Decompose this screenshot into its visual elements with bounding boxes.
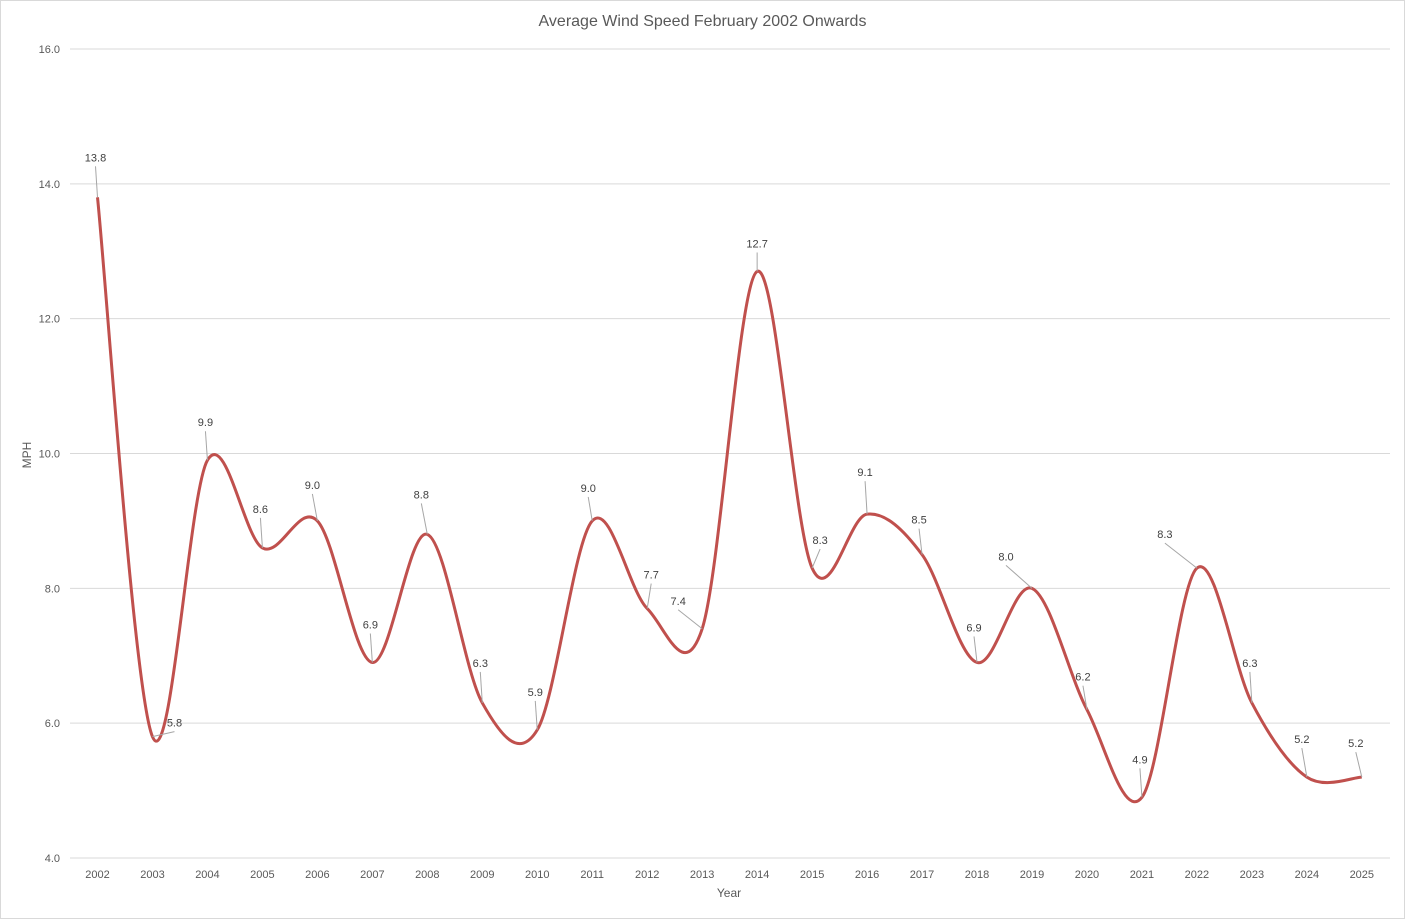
x-tick-label: 2012 bbox=[635, 869, 659, 881]
x-tick-label: 2015 bbox=[800, 869, 824, 881]
leader-line bbox=[369, 633, 373, 663]
leader-line bbox=[152, 731, 175, 738]
data-label: 9.9 bbox=[198, 417, 213, 429]
data-label: 12.7 bbox=[746, 238, 767, 250]
leader-line bbox=[587, 496, 593, 521]
data-label: 13.8 bbox=[85, 152, 106, 164]
y-tick-label: 16.0 bbox=[39, 44, 60, 56]
leader-line bbox=[646, 583, 652, 609]
data-label: 5.8 bbox=[167, 718, 182, 730]
leader-line bbox=[1139, 768, 1143, 798]
leader-line bbox=[479, 671, 483, 703]
data-label: 5.2 bbox=[1294, 734, 1309, 746]
leader-line bbox=[1355, 751, 1363, 778]
x-tick-label: 2008 bbox=[415, 869, 439, 881]
data-label: 7.4 bbox=[671, 596, 686, 608]
series-line bbox=[96, 197, 1362, 804]
leader-line bbox=[420, 503, 428, 535]
x-tick-label: 2004 bbox=[195, 869, 219, 881]
leader-line bbox=[311, 493, 318, 522]
y-tick-labels: 4.0 6.0 8.0 10.0 12.0 14.0 16.0 bbox=[39, 44, 60, 865]
data-label: 6.9 bbox=[363, 619, 378, 631]
data-label: 8.8 bbox=[414, 489, 429, 501]
x-tick-label: 2019 bbox=[1020, 869, 1044, 881]
leader-line bbox=[1249, 671, 1253, 703]
x-axis-title: Year bbox=[717, 886, 741, 900]
leader-line bbox=[1164, 542, 1198, 569]
data-label: 8.3 bbox=[1157, 529, 1172, 541]
x-tick-label: 2016 bbox=[855, 869, 879, 881]
data-label: 6.9 bbox=[966, 622, 981, 634]
x-tick-label: 2020 bbox=[1075, 869, 1099, 881]
x-tick-label: 2014 bbox=[745, 869, 769, 881]
data-label: 7.7 bbox=[644, 570, 659, 582]
leader-line bbox=[811, 548, 821, 569]
data-label: 8.5 bbox=[911, 515, 926, 527]
x-tick-labels: 2002 2003 2004 2005 2006 2007 2008 2009 2010 2011… bbox=[85, 869, 1374, 881]
data-label: 8.3 bbox=[812, 535, 827, 547]
y-tick-label: 4.0 bbox=[45, 853, 60, 865]
leader-line bbox=[259, 517, 263, 548]
x-tick-label: 2007 bbox=[360, 869, 384, 881]
x-tick-label: 2006 bbox=[305, 869, 329, 881]
data-label: 9.0 bbox=[305, 480, 320, 492]
data-label: 8.0 bbox=[998, 551, 1013, 563]
data-label: 4.9 bbox=[1132, 754, 1147, 766]
chart-title: Average Wind Speed February 2002 Onwards bbox=[538, 13, 867, 30]
x-tick-label: 2023 bbox=[1240, 869, 1264, 881]
label-leader-lines bbox=[95, 166, 1363, 798]
data-label: 9.1 bbox=[857, 467, 872, 479]
data-label: 8.6 bbox=[253, 504, 268, 516]
x-tick-label: 2009 bbox=[470, 869, 494, 881]
data-label: 5.2 bbox=[1348, 738, 1363, 750]
leader-line bbox=[204, 431, 208, 461]
data-label: 6.3 bbox=[473, 658, 488, 670]
y-tick-label: 8.0 bbox=[45, 583, 60, 595]
y-tick-label: 6.0 bbox=[45, 718, 60, 730]
x-tick-label: 2021 bbox=[1130, 869, 1154, 881]
leader-line bbox=[1082, 685, 1088, 710]
x-tick-label: 2024 bbox=[1295, 869, 1319, 881]
leader-line bbox=[864, 481, 868, 515]
y-tick-label: 14.0 bbox=[39, 179, 60, 191]
x-tick-label: 2010 bbox=[525, 869, 549, 881]
y-tick-label: 10.0 bbox=[39, 449, 60, 461]
leader-line bbox=[918, 528, 923, 555]
leader-line bbox=[95, 166, 98, 198]
x-tick-label: 2025 bbox=[1350, 869, 1374, 881]
y-axis-title: MPH bbox=[20, 442, 34, 469]
x-tick-label: 2013 bbox=[690, 869, 714, 881]
leader-line bbox=[1005, 564, 1033, 589]
x-tick-label: 2017 bbox=[910, 869, 934, 881]
gridlines bbox=[70, 48, 1390, 859]
leader-line bbox=[677, 609, 703, 630]
x-tick-label: 2022 bbox=[1185, 869, 1209, 881]
leader-line bbox=[973, 636, 978, 663]
data-label: 5.9 bbox=[528, 687, 543, 699]
y-tick-label: 12.0 bbox=[39, 314, 60, 326]
data-label: 6.2 bbox=[1075, 672, 1090, 684]
data-label: 9.0 bbox=[581, 483, 596, 495]
data-label: 6.3 bbox=[1242, 658, 1257, 670]
x-tick-label: 2002 bbox=[85, 869, 109, 881]
x-tick-label: 2011 bbox=[580, 869, 604, 881]
x-tick-label: 2018 bbox=[965, 869, 989, 881]
x-tick-label: 2003 bbox=[140, 869, 164, 881]
data-labels: 13.8 5.8 9.9 8.6 9.0 6.9 8.8 6.3 5.9 9.0 7.7 7.4 12.… bbox=[85, 152, 1364, 766]
leader-line bbox=[1301, 748, 1308, 778]
leader-line bbox=[534, 700, 538, 730]
x-tick-label: 2005 bbox=[250, 869, 274, 881]
